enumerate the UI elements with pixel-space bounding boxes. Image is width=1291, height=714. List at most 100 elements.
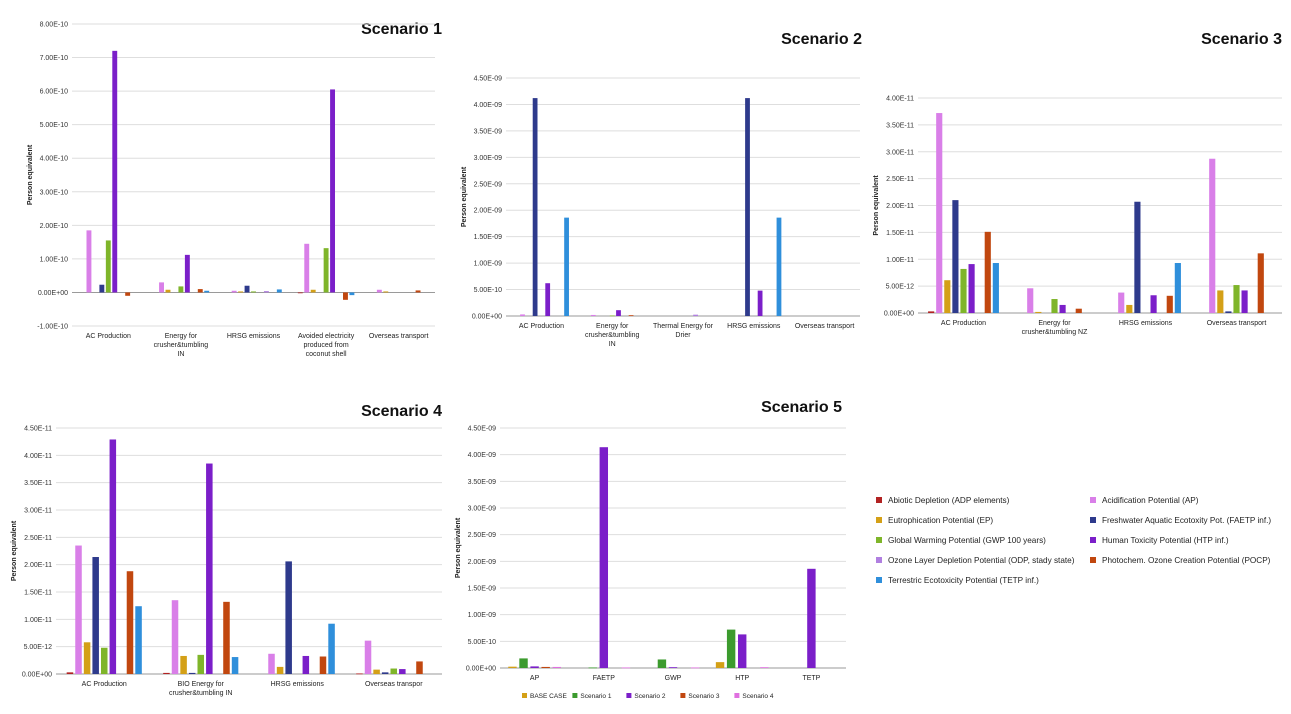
chart-scenario-5-svg: Scenario 5 0.00E+00 5.00E-10 1.00E-09 1.50E-… bbox=[455, 399, 846, 700]
scenario-5-category-label: GWP bbox=[665, 675, 682, 682]
legend-swatch-ep bbox=[876, 517, 882, 523]
scenario-1-bar-faetp-1 bbox=[99, 284, 105, 293]
scenario-4-ytick-label: 1.50E-11 bbox=[24, 590, 52, 597]
legend-item-faetp: Freshwater Aquatic Ecotoxity Pot. (FAETP… bbox=[1090, 514, 1271, 526]
scenario-5-ytick-label: 5.00E-10 bbox=[468, 639, 497, 646]
scenario-1-bar-htp-2 bbox=[184, 254, 190, 293]
scenario-2-category-label: Drier bbox=[675, 332, 691, 339]
legend-swatch-faetp bbox=[1090, 517, 1096, 523]
scenario-1-bar-ap-1 bbox=[86, 230, 92, 293]
scenario-3-bar-htp-1 bbox=[968, 264, 975, 313]
legend-label-adp: Abiotic Depletion (ADP elements) bbox=[888, 495, 1010, 505]
scenario-1-ylabel: Person equivalent bbox=[27, 144, 34, 205]
scenario-5-bar-s4-3 bbox=[690, 667, 700, 669]
legend-swatch-ap bbox=[1090, 497, 1096, 503]
scenario-1-ytick-label: 8.00E-10 bbox=[40, 22, 69, 29]
chart-scenario-1: Scenario 1 -1.00E-10 0.00E+00 1.00E-10 2.00E… bbox=[10, 12, 448, 370]
scenario-4-ytick-label: 3.00E-11 bbox=[24, 508, 52, 515]
scenario-2-category-label: crusher&tumbling bbox=[585, 332, 640, 339]
scenario-3-bar-pocp-4 bbox=[1257, 253, 1264, 313]
scenario-1-bar-ep-2 bbox=[165, 289, 171, 293]
scenario-4-ytick-label: 5.00E-12 bbox=[24, 644, 53, 651]
scenario-3-ytick-label: 0.00E+00 bbox=[884, 311, 914, 318]
legend-swatch-odp bbox=[876, 557, 882, 563]
scenario-5-category-label: HTP bbox=[735, 675, 749, 682]
scenario-3-ytick-label: 4.00E-11 bbox=[886, 96, 914, 103]
scenario-4-bar-tetp-1 bbox=[135, 606, 142, 674]
scenario-3-bar-pocp-1 bbox=[984, 231, 991, 313]
scenario-3-bar-ap-1 bbox=[936, 113, 943, 313]
chart-scenario-2-svg: Scenario 2 0.00E+00 5.00E-10 1.00E-09 1.50E-… bbox=[461, 31, 862, 348]
scenario-5-category-label: TETP bbox=[802, 675, 820, 682]
scenario-5-category-label: AP bbox=[530, 675, 540, 682]
scenario-1-category-label: coconut shell bbox=[306, 351, 347, 358]
scenario-5-ytick-label: 1.50E-09 bbox=[468, 586, 497, 593]
scenario-3-ytick-label: 3.00E-11 bbox=[886, 149, 914, 156]
scenario-1-bar-pocp-2 bbox=[197, 289, 203, 293]
scenario-1-bar-gwp-3 bbox=[251, 291, 256, 293]
legend-label-htp: Human Toxicity Potential (HTP inf.) bbox=[1102, 535, 1229, 545]
scenario-3-bar-ap-4 bbox=[1209, 158, 1216, 313]
scenario-4-bar-ep-2 bbox=[180, 655, 187, 674]
scenario-2-ylabel: Person equivalent bbox=[461, 166, 468, 227]
scenario-3-title: Scenario 3 bbox=[1201, 31, 1282, 48]
scenario-1-bar-gwp-1 bbox=[105, 240, 111, 293]
scenario-5-legend-label-s3: Scenario 3 bbox=[688, 693, 719, 700]
scenario-2-category-label: AC Production bbox=[519, 323, 564, 330]
scenario-2-ytick-label: 3.00E-09 bbox=[474, 155, 503, 162]
scenario-1-bar-pocp-5 bbox=[415, 290, 421, 293]
legend-swatch-pocp bbox=[1090, 557, 1096, 563]
scenario-3-category-label: Overseas transport bbox=[1207, 320, 1267, 327]
scenario-1-bar-ep-5 bbox=[383, 291, 389, 293]
scenario-3-bar-htp-3 bbox=[1150, 295, 1157, 313]
legend-item-htp: Human Toxicity Potential (HTP inf.) bbox=[1090, 534, 1229, 546]
scenario-3-bar-ap-3 bbox=[1118, 292, 1125, 313]
scenario-5-category-label: FAETP bbox=[593, 675, 616, 682]
scenario-5-bar-s2-4 bbox=[737, 634, 747, 668]
scenario-3-bar-gwp-4 bbox=[1233, 285, 1240, 313]
scenario-2-bar-htp-2 bbox=[616, 310, 621, 316]
scenario-1-bar-adp-4 bbox=[297, 292, 303, 294]
scenario-2-bar-tetp-4 bbox=[776, 217, 782, 316]
scenario-3-category-label: crusher&tumbling NZ bbox=[1022, 329, 1088, 336]
scenario-1-bar-ap-2 bbox=[159, 282, 164, 293]
scenario-4-bar-pocp-2 bbox=[223, 601, 230, 674]
scenario-5-ytick-label: 1.00E-09 bbox=[468, 612, 497, 619]
legend-item-ep: Eutrophication Potential (EP) bbox=[876, 514, 993, 526]
scenario-2-category-label: HRSG emissions bbox=[727, 323, 781, 330]
scenario-2-bar-ap-1 bbox=[520, 314, 525, 316]
scenario-5-ytick-label: 0.00E+00 bbox=[466, 666, 496, 673]
scenario-4-bar-ap-2 bbox=[171, 600, 179, 674]
scenario-4-bar-gwp-1 bbox=[100, 647, 108, 674]
scenario-3-bar-adp-1 bbox=[928, 311, 935, 313]
scenario-5-bar-s4-2 bbox=[621, 667, 631, 669]
scenario-1-category-label: Overseas transport bbox=[369, 333, 429, 340]
scenario-1-bar-ap-4 bbox=[304, 243, 310, 293]
scenario-1-category-label: produced from bbox=[304, 342, 349, 349]
scenario-2-ytick-label: 1.00E-09 bbox=[474, 261, 503, 268]
scenario-4-category-label: crusher&tumbling IN bbox=[169, 690, 232, 697]
legend-swatch-gwp bbox=[876, 537, 882, 543]
scenario-5-legend-label-base: BASE CASE bbox=[530, 693, 568, 700]
scenario-4-bar-faetp-4 bbox=[381, 672, 389, 674]
scenario-1-category-label: Avoided electricity bbox=[298, 333, 355, 340]
scenario-4-bar-adp-1 bbox=[66, 672, 74, 674]
scenario-3-ylabel: Person equivalent bbox=[873, 175, 880, 236]
scenario-3-bar-ep-4 bbox=[1217, 290, 1224, 313]
scenario-4-bar-adp-2 bbox=[163, 672, 170, 674]
chart-scenario-2: Scenario 2 0.00E+00 5.00E-10 1.00E-09 1.50E-… bbox=[448, 26, 868, 364]
scenario-3-bar-htp-2 bbox=[1059, 304, 1066, 313]
scenario-3-bar-gwp-2 bbox=[1051, 299, 1058, 313]
scenario-2-category-label: Thermal Energy for bbox=[653, 323, 714, 330]
legend-item-ap: Acidification Potential (AP) bbox=[1090, 494, 1198, 506]
chart-scenario-4: Scenario 4 0.00E+00 5.00E-12 1.00E-11 1.50E-… bbox=[6, 398, 450, 712]
scenario-3-ytick-label: 1.50E-11 bbox=[886, 230, 914, 237]
legend-label-ep: Eutrophication Potential (EP) bbox=[888, 515, 994, 525]
scenario-3-bar-gwp-1 bbox=[960, 268, 967, 313]
scenario-1-bar-faetp-3 bbox=[244, 285, 250, 293]
legend-label-odp: Ozone Layer Depletion Potential (ODP, st… bbox=[888, 555, 1075, 565]
scenario-4-bar-ep-3 bbox=[276, 666, 284, 674]
scenario-2-bar-pocp-2 bbox=[628, 315, 634, 317]
scenario-5-bar-s1-3 bbox=[657, 659, 667, 668]
scenario-4-category-label: HRSG emissions bbox=[271, 681, 325, 688]
